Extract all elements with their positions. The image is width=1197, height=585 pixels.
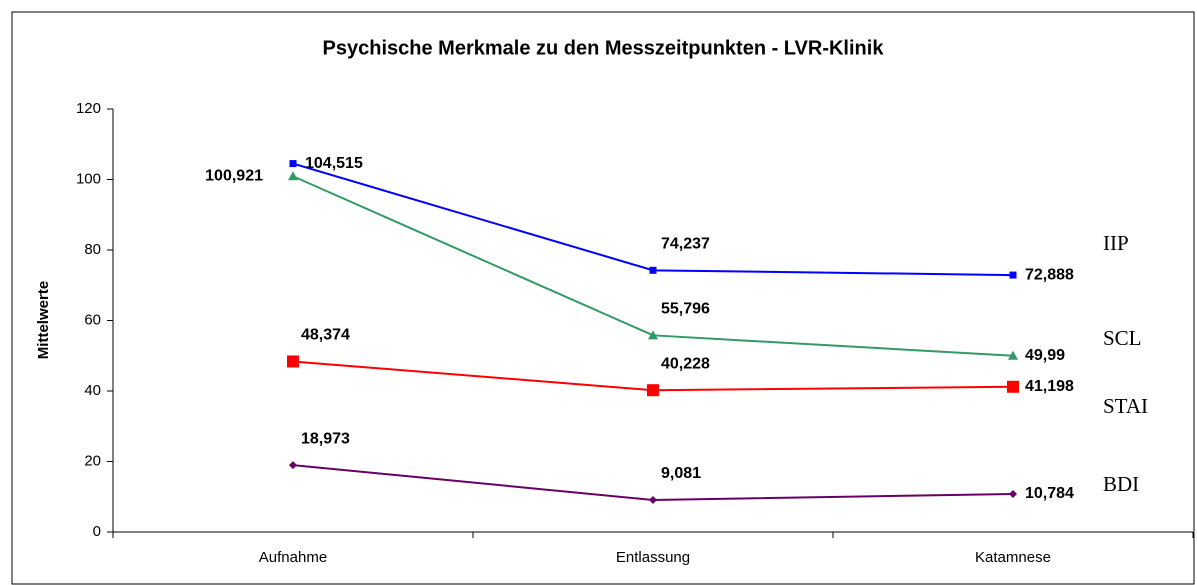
data-label: 9,081 (661, 465, 701, 482)
marker (647, 384, 659, 397)
x-tick-label: Entlassung (616, 549, 690, 566)
series-label: STAI (1103, 394, 1148, 418)
y-tick-label: 100 (76, 170, 101, 187)
data-label: 49,99 (1025, 347, 1065, 364)
marker (289, 461, 297, 470)
y-tick-label: 120 (76, 100, 101, 117)
chart-frame (11, 11, 1195, 585)
marker (649, 495, 657, 504)
marker (649, 266, 657, 274)
y-tick-label: 40 (84, 382, 101, 399)
series-label: BDI (1103, 472, 1139, 496)
y-tick-label: 80 (84, 241, 101, 258)
marker (1007, 380, 1019, 393)
data-label: 104,515 (305, 155, 363, 172)
chart-title: Psychische Merkmale zu den Messzeitpunkt… (323, 37, 885, 59)
x-tick-label: Aufnahme (259, 549, 327, 566)
x-tick-label: Katamnese (975, 549, 1051, 566)
data-label: 72,888 (1025, 266, 1074, 283)
data-label: 74,237 (661, 236, 710, 253)
marker (1009, 489, 1017, 498)
series-label: IIP (1103, 231, 1129, 255)
data-label: 100,921 (205, 167, 263, 184)
data-label: 48,374 (301, 327, 350, 344)
y-tick-label: 0 (93, 523, 101, 540)
marker (289, 160, 297, 168)
data-label: 41,198 (1025, 378, 1074, 395)
marker (287, 355, 299, 368)
marker (1009, 271, 1017, 279)
data-label: 10,784 (1025, 485, 1074, 502)
data-label: 55,796 (661, 301, 710, 318)
y-tick-label: 60 (84, 311, 101, 328)
series-label: SCL (1103, 326, 1142, 350)
marker (648, 330, 658, 340)
data-label: 18,973 (301, 430, 350, 447)
y-axis-label: Mittelwerte (35, 281, 52, 359)
marker (288, 171, 298, 181)
marker (1008, 350, 1018, 360)
data-label: 40,228 (661, 355, 710, 372)
y-tick-label: 20 (84, 452, 101, 469)
